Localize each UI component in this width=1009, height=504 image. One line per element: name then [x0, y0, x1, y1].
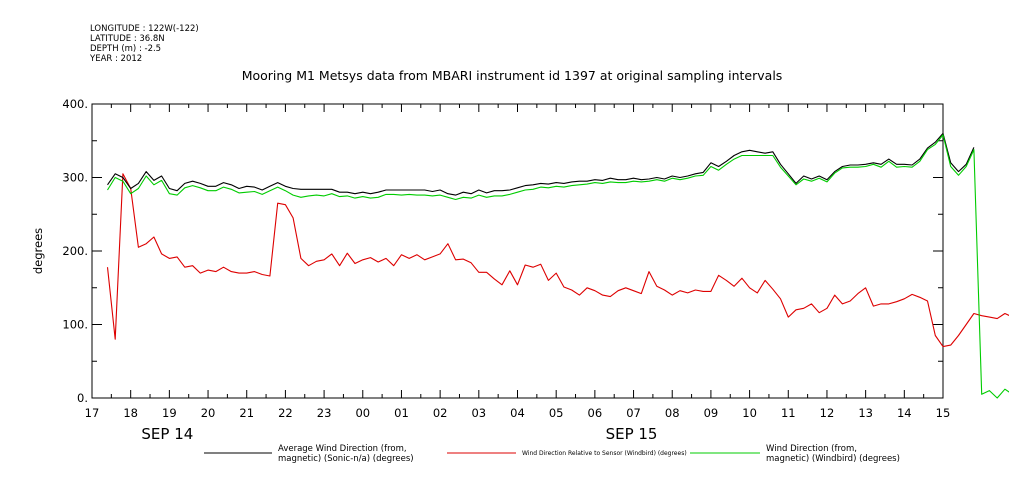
chart-title: Mooring M1 Metsys data from MBARI instru…	[242, 68, 783, 83]
legend-relative-wind: Wind Direction Relative to Sensor (Windb…	[522, 450, 687, 457]
date-labels: SEP 14 SEP 15	[141, 425, 657, 443]
x-tick-label: 12	[820, 406, 835, 420]
x-tick-label: 02	[433, 406, 448, 420]
series-lines	[106, 132, 1009, 399]
x-tick-label: 14	[897, 406, 912, 420]
y-tick-label: 0.	[77, 391, 88, 405]
y-tick-label: 300.	[62, 171, 88, 185]
x-tick-label: 17	[85, 406, 100, 420]
x-tick-label: 04	[510, 406, 525, 420]
x-tick-label: 03	[471, 406, 486, 420]
y-axis: 0. 100. 200. 300. 400.	[62, 97, 943, 405]
series-line-1	[106, 173, 1009, 348]
x-tick-label: 15	[936, 406, 951, 420]
legend: Average Wind Direction (from, magnetic) …	[204, 444, 900, 464]
x-tick-label: 09	[704, 406, 719, 420]
date-label: SEP 14	[141, 425, 193, 443]
x-tick-label: 08	[665, 406, 680, 420]
y-tick-label: 400.	[62, 97, 88, 111]
x-tick-label: 13	[858, 406, 873, 420]
x-tick-label: 18	[123, 406, 138, 420]
series-line-0	[107, 132, 975, 196]
meta-year: YEAR : 2012	[89, 54, 142, 64]
y-tick-label: 200.	[62, 244, 88, 258]
x-tick-label: 23	[317, 406, 332, 420]
y-axis-label: degrees	[31, 228, 45, 274]
meta-block: LONGITUDE : 122W(-122) LATITUDE : 36.8N …	[89, 24, 199, 64]
x-tick-label: 21	[239, 406, 254, 420]
y-tick-label: 100.	[62, 318, 88, 332]
x-tick-label: 10	[742, 406, 757, 420]
x-tick-label: 00	[355, 406, 370, 420]
meta-longitude: LONGITUDE : 122W(-122)	[90, 24, 199, 34]
x-axis: 17 18 19 20 21 22 23 00 01 02 03 04 05 06 07 08 09 10 11 12…	[85, 104, 951, 420]
x-tick-label: 05	[549, 406, 564, 420]
legend-average-wind-line1: Average Wind Direction (from,	[278, 444, 407, 454]
legend-average-wind-line2: magnetic) (Sonic-n/a) (degrees)	[278, 454, 414, 464]
meta-latitude: LATITUDE : 36.8N	[90, 34, 165, 44]
x-tick-label: 22	[278, 406, 293, 420]
plot-frame	[91, 103, 944, 399]
legend-windbird-direction-line2: magnetic) (Windbird) (degrees)	[766, 454, 900, 464]
x-tick-label: 19	[162, 406, 177, 420]
legend-windbird-direction-line1: Wind Direction (from,	[766, 444, 857, 454]
x-tick-label: 11	[781, 406, 796, 420]
x-tick-label: 07	[626, 406, 641, 420]
series-line-2	[107, 134, 1009, 399]
x-tick-label: 01	[394, 406, 409, 420]
date-label: SEP 15	[606, 425, 658, 443]
x-tick-label: 06	[588, 406, 603, 420]
x-tick-label: 20	[201, 406, 216, 420]
meta-depth: DEPTH (m) : -2.5	[90, 44, 161, 54]
